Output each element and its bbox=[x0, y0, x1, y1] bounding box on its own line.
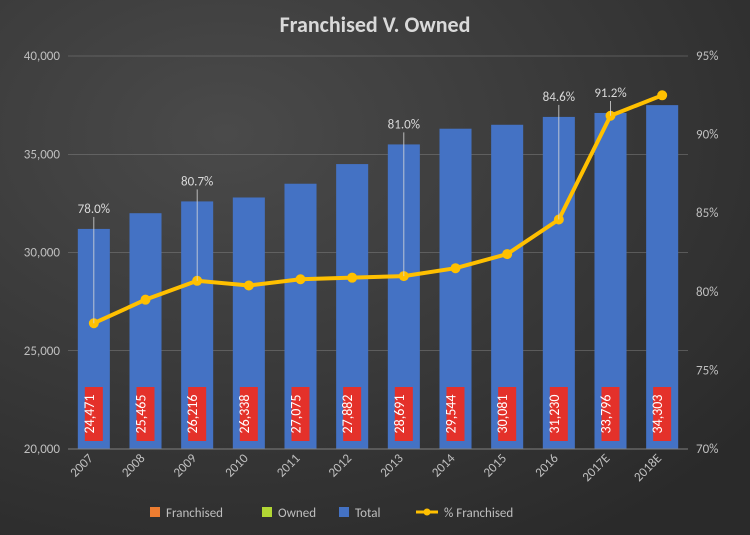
annotation-label: 84.6% bbox=[543, 90, 575, 105]
y-right-tick-label: 80% bbox=[696, 285, 718, 300]
data-label: 27,882 bbox=[339, 395, 356, 434]
annotation-label: 81.0% bbox=[388, 117, 420, 132]
y-right-tick-label: 90% bbox=[696, 128, 718, 143]
data-label: 25,465 bbox=[133, 395, 150, 434]
data-label: 33,796 bbox=[598, 395, 615, 434]
data-label: 26,338 bbox=[236, 395, 253, 434]
data-label: 30,081 bbox=[494, 395, 511, 434]
legend-swatch bbox=[150, 507, 160, 517]
y-right-tick-label: 70% bbox=[696, 442, 718, 457]
y-left-tick-label: 30,000 bbox=[24, 246, 61, 261]
pct-franchised-marker bbox=[657, 90, 667, 100]
y-right-tick-label: 95% bbox=[696, 49, 718, 64]
y-left-tick-label: 20,000 bbox=[24, 442, 61, 457]
y-left-tick-label: 35,000 bbox=[24, 147, 61, 162]
y-left-tick-label: 40,000 bbox=[24, 49, 61, 64]
pct-franchised-marker bbox=[347, 273, 357, 283]
data-label: 24,471 bbox=[81, 395, 98, 434]
data-label: 27,075 bbox=[288, 395, 305, 434]
data-label: 34,303 bbox=[649, 395, 666, 434]
pct-franchised-marker bbox=[502, 249, 512, 259]
pct-franchised-marker bbox=[296, 274, 306, 284]
legend-label: Total bbox=[355, 506, 380, 521]
annotation-label: 91.2% bbox=[594, 86, 626, 101]
data-label: 28,691 bbox=[391, 395, 408, 434]
data-label: 26,216 bbox=[184, 395, 201, 434]
y-right-tick-label: 85% bbox=[696, 206, 718, 221]
legend-swatch bbox=[262, 507, 272, 517]
legend-marker bbox=[424, 509, 431, 516]
chart-background bbox=[0, 0, 750, 535]
data-label: 31,230 bbox=[546, 395, 563, 434]
legend-swatch bbox=[339, 507, 349, 517]
pct-franchised-marker bbox=[244, 281, 254, 291]
pct-franchised-marker bbox=[141, 295, 151, 305]
y-right-tick-label: 75% bbox=[696, 363, 718, 378]
annotation-label: 78.0% bbox=[78, 202, 110, 217]
pct-franchised-marker bbox=[451, 263, 461, 273]
chart-title: Franchised V. Owned bbox=[280, 11, 471, 38]
annotation-label: 80.7% bbox=[181, 174, 213, 189]
legend-label: % Franchised bbox=[444, 506, 513, 521]
legend-label: Owned bbox=[278, 506, 316, 521]
chart: Franchised V. Owned 20,000 25,000 30,000 35,… bbox=[0, 0, 750, 535]
legend-label: Franchised bbox=[166, 506, 223, 521]
y-left-tick-label: 25,000 bbox=[24, 344, 61, 359]
data-label: 29,544 bbox=[443, 395, 460, 434]
